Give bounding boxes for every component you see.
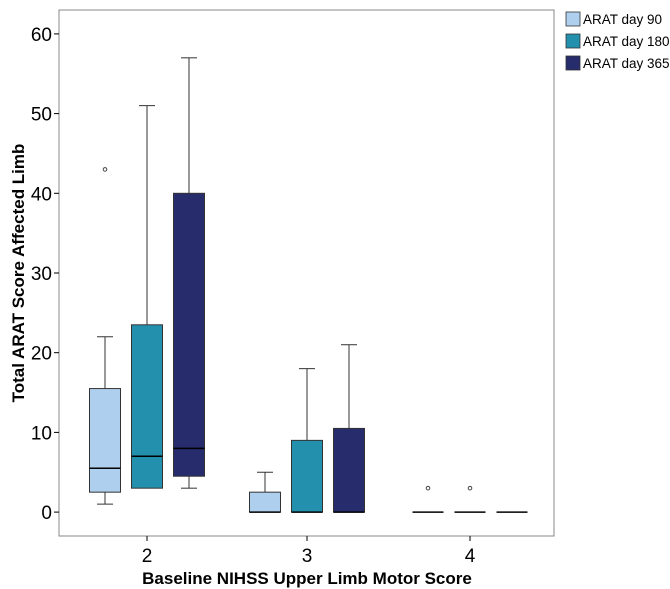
- y-axis: 0 10 20 30 40 50 60: [31, 25, 59, 524]
- box-iqr: [173, 192, 205, 477]
- box-arat-day-180-cat-4: [454, 485, 486, 513]
- y-tick-label: 50: [31, 105, 52, 126]
- box-arat-day-90-cat-4: [412, 485, 444, 513]
- legend-label: ARAT day 180: [583, 34, 670, 49]
- x-tick-label: 3: [302, 546, 313, 567]
- box-arat-day-365-cat-2: [173, 57, 205, 489]
- legend-swatch: [565, 11, 581, 27]
- x-tick-label: 2: [142, 546, 153, 567]
- x-axis-title: Baseline NIHSS Upper Limb Motor Score: [142, 569, 472, 588]
- box-arat-day-365-cat-3: [333, 344, 365, 513]
- legend: ARAT day 90 ARAT day 180 ARAT day 365: [565, 11, 670, 71]
- box-arat-day-90-cat-3: [249, 471, 281, 513]
- y-tick-label: 30: [31, 264, 52, 285]
- box-arat-day-180-cat-3: [291, 368, 323, 513]
- x-tick-label: 4: [465, 546, 476, 567]
- box-arat-day-90-cat-2: [89, 167, 121, 505]
- y-tick-label: 0: [41, 503, 52, 524]
- y-tick-label: 10: [31, 423, 52, 444]
- box-iqr: [89, 388, 121, 493]
- legend-swatch: [565, 33, 581, 49]
- legend-label: ARAT day 90: [583, 12, 662, 27]
- y-tick-label: 40: [31, 184, 52, 205]
- y-tick-label: 20: [31, 344, 52, 365]
- y-axis-title: Total ARAT Score Affected Limb: [9, 144, 28, 403]
- box-iqr: [131, 324, 163, 489]
- y-tick-label: 60: [31, 25, 52, 46]
- outlier-point: [467, 485, 473, 491]
- box-iqr: [291, 439, 323, 513]
- box-iqr: [333, 427, 365, 513]
- box-arat-day-180-cat-2: [131, 105, 163, 489]
- box-series: [89, 57, 528, 513]
- x-axis: 2 3 4: [142, 536, 476, 567]
- outlier-point: [425, 485, 431, 491]
- legend-swatch: [565, 55, 581, 71]
- box-iqr: [249, 491, 281, 513]
- legend-label: ARAT day 365: [583, 56, 670, 71]
- outlier-point: [102, 167, 108, 172]
